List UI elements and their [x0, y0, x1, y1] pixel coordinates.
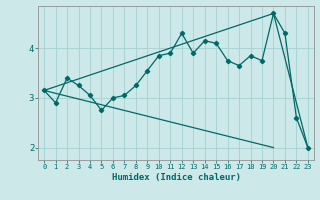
X-axis label: Humidex (Indice chaleur): Humidex (Indice chaleur)	[111, 173, 241, 182]
